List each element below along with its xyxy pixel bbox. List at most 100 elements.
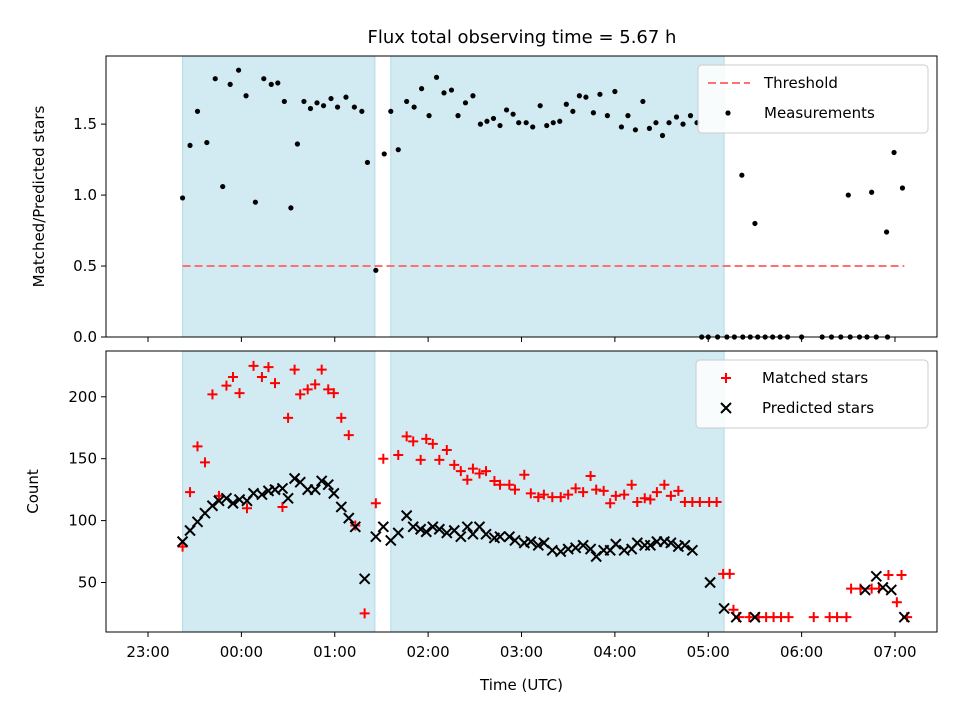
matched-stars-point (673, 485, 684, 496)
measurement-point (275, 80, 281, 86)
matched-stars-point (213, 490, 224, 501)
matched-stars-point (370, 498, 381, 509)
series-matched-stars (177, 360, 913, 623)
matched-stars-point (841, 612, 852, 623)
measurement-point (899, 185, 906, 191)
predicted-stars-point (686, 544, 699, 557)
predicted-stars-point (870, 570, 883, 583)
matched-stars-point (724, 568, 735, 579)
measurement-point (301, 98, 307, 105)
matched-stars-point (645, 494, 656, 505)
measurement-point (334, 104, 341, 110)
matched-stars-point (427, 438, 438, 449)
predicted-stars-point (206, 500, 219, 512)
measurement-point (490, 115, 497, 122)
predicted-stars-point (610, 538, 622, 550)
matched-stars-point (441, 445, 452, 456)
predicted-stars-point (859, 584, 871, 596)
y-tick-label: 150 (68, 450, 97, 468)
matched-stars-point (519, 469, 530, 480)
matched-stars-point (415, 454, 426, 465)
predicted-stars-point (328, 487, 340, 500)
measurement-point (583, 94, 589, 100)
matched-stars-point (378, 453, 389, 464)
matched-stars-point (192, 441, 203, 452)
measurement-point (516, 120, 522, 126)
predicted-stars-point (480, 528, 492, 540)
y-tick-label: 0.0 (73, 328, 97, 346)
measurement-point (666, 120, 672, 126)
measurement-point (243, 93, 249, 99)
matched-stars-point (591, 484, 602, 495)
matched-stars-point (578, 487, 589, 498)
matched-stars-point (474, 468, 485, 479)
measurement-point (640, 98, 646, 105)
legend-measurement-swatch (725, 110, 731, 116)
predicted-stars-point (455, 530, 467, 543)
predicted-stars-point (309, 483, 321, 496)
measurement-point (604, 113, 611, 119)
matched-stars-point (185, 487, 196, 498)
predicted-stars-point (885, 584, 897, 596)
matched-stars-point (408, 436, 419, 447)
predicted-stars-point (441, 527, 453, 539)
x-axis-label: Time (UTC) (479, 676, 563, 694)
matched-stars-point (263, 362, 274, 373)
predicted-stars-point (400, 509, 413, 522)
matched-stars-point (896, 570, 907, 581)
predicted-stars-point (335, 501, 348, 513)
measurement-point (281, 98, 287, 105)
matched-stars-point (310, 379, 321, 390)
predicted-stars-point (276, 482, 289, 495)
matched-stars-point (665, 490, 676, 501)
predicted-stars-point (679, 539, 691, 552)
panel-bottom-counts: 50 100 150 200 23:00 00:00 01:00 02:00 03:00 04:0… (24, 350, 938, 694)
predicted-stars-point (343, 512, 355, 524)
measurement-point (235, 67, 242, 73)
predicted-stars-point (370, 530, 382, 543)
matched-stars-point (289, 364, 300, 375)
matched-stars-point (639, 493, 650, 504)
observing-interval-shade (182, 55, 376, 338)
x-tick-label: 02:00 (407, 643, 450, 661)
y-tick-label: 50 (78, 573, 97, 591)
predicted-stars-point (569, 542, 582, 554)
measurement-point (455, 113, 461, 119)
measurement-point (646, 125, 653, 131)
matched-stars-point (434, 454, 445, 465)
measurement-point (179, 195, 186, 201)
measurement-point (194, 108, 201, 114)
matched-stars-point (343, 430, 354, 441)
measurement-point (381, 151, 387, 157)
measurement-point (752, 220, 758, 227)
predicted-stars-point (282, 492, 294, 505)
matched-stars-point (302, 384, 313, 395)
matched-stars-point (316, 364, 327, 375)
measurement-point (597, 91, 603, 97)
panel-top-ratio: 0.0 0.5 1.0 1.5 Matched/Predicted stars Thres… (30, 55, 938, 346)
predicted-stars-point (525, 535, 537, 548)
predicted-stars-point (227, 497, 239, 509)
matched-stars-point (846, 583, 857, 594)
measurement-point (590, 110, 596, 116)
y-axis-label: Matched/Predicted stars (30, 106, 48, 288)
measurement-point (869, 189, 875, 195)
matched-stars-point (449, 459, 460, 470)
measurement-point (404, 98, 410, 105)
predicted-stars-point (377, 521, 390, 533)
x-tick-label: 06:00 (780, 643, 823, 661)
predicted-stars-point (509, 534, 521, 547)
measurement-point (632, 127, 639, 133)
matched-stars-point (563, 489, 574, 500)
predicted-stars-point (427, 521, 439, 533)
measurement-point (187, 142, 193, 149)
measurement-point (557, 118, 563, 124)
measurement-point (411, 104, 417, 110)
series-measurements (179, 67, 906, 340)
matched-stars-point (481, 466, 492, 477)
matched-stars-point (270, 378, 281, 389)
legend-box (697, 64, 929, 134)
matched-stars-point (401, 431, 412, 442)
legend-matched-swatch (721, 373, 731, 383)
